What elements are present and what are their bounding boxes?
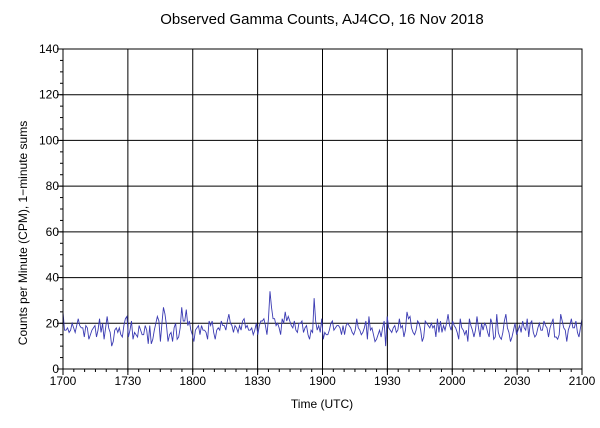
x-tick-label: 1700: [50, 374, 77, 388]
x-tick-label: 1730: [115, 374, 142, 388]
series-line: [62, 291, 583, 347]
x-tick-label: 1900: [309, 374, 336, 388]
chart-title: Observed Gamma Counts, AJ4CO, 16 Nov 201…: [160, 11, 484, 28]
y-tick-label: 80: [46, 179, 60, 193]
y-tick-label: 140: [39, 42, 59, 56]
x-axis-label: Time (UTC): [291, 397, 353, 411]
x-tick-label: 2030: [504, 374, 531, 388]
y-tick-label: 0: [52, 362, 59, 376]
x-tick-label: 1930: [374, 374, 401, 388]
y-tick-label: 40: [46, 271, 60, 285]
x-tick-label: 1800: [179, 374, 206, 388]
plot-area: 0 20 40 60 80 100 120 140 1700 1730 1800 1830 1900 19…: [39, 42, 596, 388]
y-tick-label: 60: [46, 225, 60, 239]
y-axis-label: Counts per Minute (CPM), 1−minute sums: [16, 121, 30, 345]
x-tick-label: 2000: [439, 374, 466, 388]
y-tick-label: 100: [39, 133, 59, 147]
x-tick-label: 2100: [569, 374, 596, 388]
x-tick-label: 1830: [244, 374, 271, 388]
y-tick-label: 20: [46, 316, 60, 330]
y-tick-label: 120: [39, 88, 59, 102]
